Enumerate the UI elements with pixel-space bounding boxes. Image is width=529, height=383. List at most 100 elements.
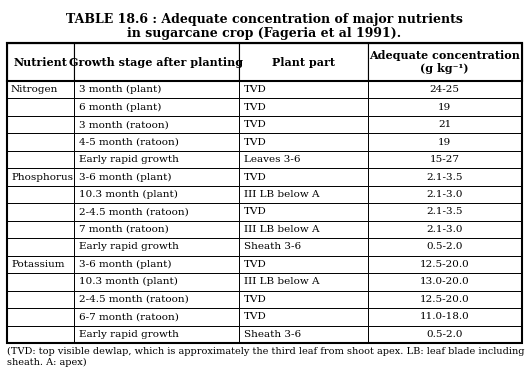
Text: 19: 19	[438, 137, 451, 147]
Bar	[7, 238, 74, 256]
Bar	[7, 326, 74, 343]
Bar	[74, 273, 239, 291]
Text: III LB below A: III LB below A	[244, 225, 319, 234]
Bar	[368, 273, 522, 291]
Text: 10.3 month (plant): 10.3 month (plant)	[79, 190, 178, 199]
Bar	[7, 116, 74, 133]
Text: 19: 19	[438, 103, 451, 112]
Bar	[368, 169, 522, 186]
Bar	[239, 326, 368, 343]
Bar	[368, 98, 522, 116]
Bar	[74, 133, 239, 151]
Bar	[7, 186, 74, 203]
Text: TVD: TVD	[244, 295, 267, 304]
Bar	[239, 221, 368, 238]
Text: Early rapid growth: Early rapid growth	[79, 155, 179, 164]
Bar	[239, 116, 368, 133]
Text: in sugarcane crop (Fageria et al 1991).: in sugarcane crop (Fageria et al 1991).	[127, 27, 402, 40]
Text: TVD: TVD	[244, 85, 267, 94]
Bar	[239, 256, 368, 273]
Bar	[74, 151, 239, 169]
Bar	[239, 98, 368, 116]
Text: TVD: TVD	[244, 173, 267, 182]
Bar	[7, 133, 74, 151]
Text: TVD: TVD	[244, 137, 267, 147]
Bar	[7, 291, 74, 308]
Text: 15-27: 15-27	[430, 155, 460, 164]
Text: 2-4.5 month (ratoon): 2-4.5 month (ratoon)	[79, 208, 189, 216]
Bar	[7, 203, 74, 221]
Bar	[7, 43, 522, 343]
Bar	[7, 151, 74, 169]
Text: 24-25: 24-25	[430, 85, 460, 94]
Bar	[368, 326, 522, 343]
Bar	[239, 151, 368, 169]
Text: TVD: TVD	[244, 208, 267, 216]
Text: TVD: TVD	[244, 312, 267, 321]
Bar	[74, 203, 239, 221]
Text: III LB below A: III LB below A	[244, 190, 319, 199]
Text: TVD: TVD	[244, 103, 267, 112]
Text: Phosphorus: Phosphorus	[11, 173, 73, 182]
Bar	[368, 133, 522, 151]
Bar	[239, 81, 368, 98]
Text: Nutrient: Nutrient	[14, 57, 67, 67]
Text: 3 month (ratoon): 3 month (ratoon)	[79, 120, 169, 129]
Bar	[239, 133, 368, 151]
Text: 12.5-20.0: 12.5-20.0	[420, 295, 470, 304]
Bar	[7, 308, 74, 326]
Text: Growth stage after planting: Growth stage after planting	[69, 57, 243, 67]
Bar	[239, 169, 368, 186]
Bar	[239, 291, 368, 308]
Bar	[74, 221, 239, 238]
Text: 2-4.5 month (ratoon): 2-4.5 month (ratoon)	[79, 295, 189, 304]
Bar	[7, 169, 74, 186]
Bar	[74, 98, 239, 116]
Text: (TVD: top visible dewlap, which is approximately the third leaf from shoot apex.: (TVD: top visible dewlap, which is appro…	[7, 347, 524, 367]
Bar	[74, 326, 239, 343]
Bar	[7, 221, 74, 238]
Bar	[368, 151, 522, 169]
Text: 11.0-18.0: 11.0-18.0	[420, 312, 470, 321]
Text: Nitrogen: Nitrogen	[11, 85, 58, 94]
Bar	[74, 238, 239, 256]
Bar	[368, 203, 522, 221]
Text: 12.5-20.0: 12.5-20.0	[420, 260, 470, 269]
Text: 21: 21	[438, 120, 451, 129]
Text: Sheath 3-6: Sheath 3-6	[244, 330, 301, 339]
Text: TVD: TVD	[244, 120, 267, 129]
Text: 6 month (plant): 6 month (plant)	[79, 103, 161, 112]
Bar	[239, 238, 368, 256]
Text: Early rapid growth: Early rapid growth	[79, 242, 179, 251]
Text: 13.0-20.0: 13.0-20.0	[420, 277, 470, 286]
Bar	[74, 308, 239, 326]
Bar	[7, 81, 74, 98]
Bar	[74, 116, 239, 133]
Bar	[239, 43, 368, 81]
Bar	[368, 116, 522, 133]
Text: Adequate concentration
(g kg⁻¹): Adequate concentration (g kg⁻¹)	[369, 50, 520, 74]
Text: Leaves 3-6: Leaves 3-6	[244, 155, 300, 164]
Bar	[368, 256, 522, 273]
Bar	[74, 43, 239, 81]
Text: Potassium: Potassium	[11, 260, 65, 269]
Text: 0.5-2.0: 0.5-2.0	[426, 330, 463, 339]
Text: Sheath 3-6: Sheath 3-6	[244, 242, 301, 251]
Bar	[74, 81, 239, 98]
Bar	[368, 43, 522, 81]
Text: TABLE 18.6 : Adequate concentration of major nutrients: TABLE 18.6 : Adequate concentration of m…	[66, 13, 463, 26]
Text: 2.1-3.5: 2.1-3.5	[426, 208, 463, 216]
Text: 3-6 month (plant): 3-6 month (plant)	[79, 260, 171, 269]
Text: 2.1-3.0: 2.1-3.0	[426, 190, 463, 199]
Bar	[74, 169, 239, 186]
Bar	[368, 81, 522, 98]
Text: 10.3 month (plant): 10.3 month (plant)	[79, 277, 178, 286]
Text: 4-5 month (ratoon): 4-5 month (ratoon)	[79, 137, 179, 147]
Text: III LB below A: III LB below A	[244, 277, 319, 286]
Bar	[239, 273, 368, 291]
Bar	[239, 308, 368, 326]
Bar	[7, 273, 74, 291]
Text: TVD: TVD	[244, 260, 267, 269]
Bar	[368, 308, 522, 326]
Text: 3 month (plant): 3 month (plant)	[79, 85, 161, 94]
